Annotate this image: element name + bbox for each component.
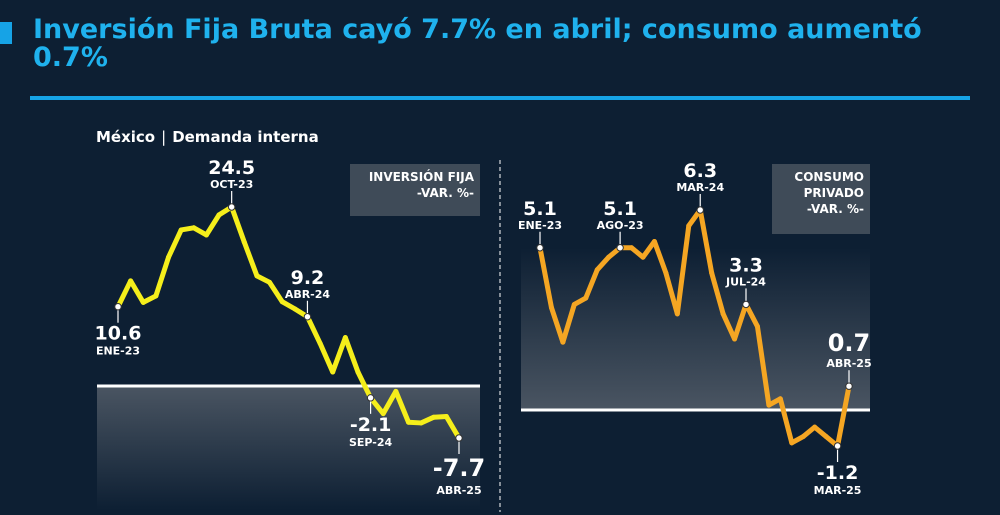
subtitle: México | Demanda interna (96, 128, 319, 146)
consumption-annotation-point (616, 244, 624, 252)
consumption-data-label: 0.7 (828, 329, 871, 357)
investment-date-label: ABR-25 (436, 484, 481, 497)
headline: Inversión Fija Bruta cayó 7.7% en abril;… (33, 14, 922, 73)
subtitle-topic: Demanda interna (172, 128, 319, 146)
investment-line-segment (393, 388, 411, 425)
consumption-line-segment (674, 223, 692, 317)
consumption-data-label: 5.1 (603, 198, 637, 220)
investment-line-segment (166, 227, 184, 260)
consumption-data-label: 3.3 (729, 254, 763, 276)
consumption-chart: 5.1ENE-235.1AGO-236.3MAR-243.3JUL-24-1.2… (518, 160, 872, 497)
investment-annotation-point (303, 313, 312, 321)
investment-line-segment (267, 279, 285, 305)
investment-data-label: 24.5 (208, 157, 255, 179)
investment-data-label: 10.6 (95, 323, 142, 345)
consumption-line-segment (732, 301, 749, 342)
consumption-date-label: MAR-24 (676, 181, 724, 194)
subtitle-country: México (96, 128, 156, 146)
consumption-line-segment (697, 207, 715, 276)
investment-legend: INVERSIÓN FIJA -VAR. %- (350, 164, 480, 216)
investment-line-segment (128, 278, 146, 305)
investment-date-label: OCT-23 (210, 178, 253, 191)
investment-negative-zone (97, 386, 480, 510)
investment-line-segment (115, 278, 134, 310)
consumption-line-segment (651, 238, 669, 276)
consumption-line-segment (743, 301, 760, 329)
consumption-date-label: ABR-25 (826, 357, 871, 370)
consumption-data-label: -1.2 (817, 462, 859, 484)
consumption-line-segment (709, 270, 726, 317)
consumption-line-segment (560, 301, 577, 345)
investment-line-segment (443, 413, 462, 441)
investment-line-segment (229, 204, 247, 245)
consumption-annotation-point (833, 442, 842, 450)
consumption-date-label: ENE-23 (518, 219, 562, 232)
consumption-annotation-point (536, 244, 544, 252)
investment-line-segment (317, 340, 336, 375)
investment-line-segment (355, 369, 374, 401)
consumption-data-label: 5.1 (523, 198, 557, 220)
consumption-line-segment (640, 238, 657, 260)
consumption-line-segment (548, 305, 566, 345)
consumption-date-label: MAR-25 (814, 484, 862, 497)
consumption-legend: CONSUMO PRIVADO -VAR. %- (772, 164, 870, 234)
consumption-line-segment (835, 383, 852, 449)
consumption-line-segment (663, 270, 680, 317)
consumption-annotation-point (742, 300, 750, 309)
investment-line-segment (342, 335, 361, 375)
consumption-annotation-point (845, 382, 853, 390)
investment-data-label: -2.1 (350, 414, 392, 436)
investment-line-segment (380, 388, 399, 417)
investment-date-label: SEP-24 (349, 436, 393, 449)
investment-line-segment (241, 239, 260, 279)
consumption-date-label: AGO-23 (597, 219, 644, 232)
investment-date-label: ABR-24 (285, 288, 331, 301)
consumption-date-label: JUL-24 (725, 275, 766, 288)
accent-bar (0, 22, 12, 44)
investment-annotation-point (455, 434, 463, 442)
consumption-legend-line1: CONSUMO (794, 170, 864, 184)
investment-data-label: -7.7 (433, 454, 485, 482)
investment-annotation-point (366, 394, 375, 402)
investment-annotation-point (227, 203, 236, 211)
consumption-legend-line3: -VAR. %- (806, 202, 864, 216)
consumption-line-segment (777, 396, 795, 446)
consumption-data-label: 6.3 (683, 160, 717, 182)
consumption-legend-line2: PRIVADO (803, 186, 864, 200)
investment-line-segment (304, 314, 323, 346)
subtitle-separator: | (161, 128, 167, 146)
investment-line-segment (153, 254, 172, 299)
consumption-line-segment (594, 254, 612, 273)
consumption-line-segment (537, 245, 554, 311)
investment-legend-line2: -VAR. %- (416, 186, 474, 200)
investment-annotation-point (114, 303, 122, 311)
investment-legend-line1: INVERSIÓN FIJA (368, 170, 474, 184)
consumption-line-segment (754, 323, 772, 408)
consumption-positive-zone (521, 248, 870, 410)
investment-date-label: ENE-23 (96, 345, 140, 358)
consumption-annotation-point (696, 206, 704, 214)
title-rule (30, 96, 970, 100)
investment-line-segment (330, 335, 348, 375)
consumption-line-segment (720, 311, 738, 342)
investment-data-label: 9.2 (291, 267, 325, 289)
consumption-line-segment (583, 267, 600, 301)
investment-line-segment (203, 212, 222, 238)
